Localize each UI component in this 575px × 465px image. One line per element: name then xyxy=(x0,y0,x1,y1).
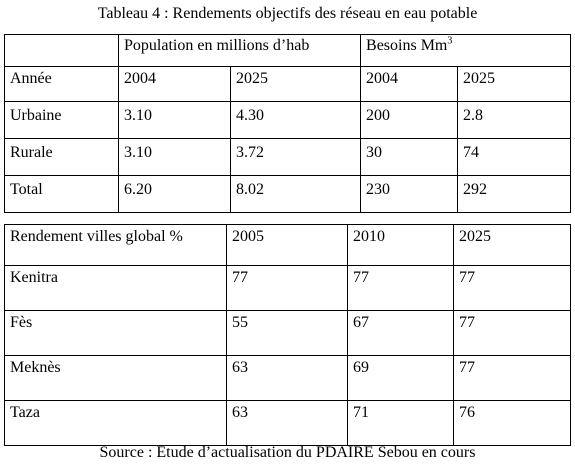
table-row: Taza 63 71 76 xyxy=(4,400,571,446)
table-cell: 3.10 xyxy=(118,138,231,176)
table-row: Urbaine 3.10 4.30 200 2.8 xyxy=(4,101,572,139)
year-cell: 2025 xyxy=(457,66,572,102)
table-cell: 3.10 xyxy=(118,101,231,139)
population-group-header: Population en millions d’hab xyxy=(117,34,362,67)
besoins-group-header: Besoins Mm3 xyxy=(360,34,572,67)
table-cell: 63 xyxy=(226,355,348,401)
year-label-cell: Année xyxy=(4,66,119,102)
table-cell: 69 xyxy=(347,355,454,401)
row-label: Urbaine xyxy=(4,101,119,139)
table-row: Kenitra 77 77 77 xyxy=(4,265,571,311)
table-cell: 77 xyxy=(453,355,571,401)
year-cell: 2010 xyxy=(347,224,454,266)
besoins-unit-exponent: 3 xyxy=(447,35,453,47)
year-cell: 2025 xyxy=(453,224,571,266)
year-cell: 2025 xyxy=(229,66,362,102)
table-row: Rurale 3.10 3.72 30 74 xyxy=(4,138,572,176)
year-cell: 2004 xyxy=(360,66,459,102)
table-header-row: Rendement villes global % 2005 2010 2025 xyxy=(4,224,571,266)
table-cell: 55 xyxy=(226,310,348,356)
table-cell: 77 xyxy=(453,310,571,356)
table-cell: 77 xyxy=(453,265,571,311)
row-label: Total xyxy=(4,175,119,213)
table-row: Fès 55 67 77 xyxy=(4,310,571,356)
table-header-row: Population en millions d’hab Besoins Mm3 xyxy=(4,34,572,67)
table-cell: 292 xyxy=(457,175,572,213)
city-efficiency-table: Rendement villes global % 2005 2010 2025… xyxy=(4,224,571,446)
row-label: Rurale xyxy=(4,138,119,176)
table-cell: 76 xyxy=(453,400,571,446)
table-cell: 77 xyxy=(347,265,454,311)
source-note: Source : Etude d’actualisation du PDAIRE… xyxy=(99,444,476,461)
table-cell: 74 xyxy=(457,138,572,176)
table-title: Tableau 4 : Rendements objectifs des rés… xyxy=(97,5,478,22)
table-cell: 30 xyxy=(360,138,459,176)
table-row: Total 6.20 8.02 230 292 xyxy=(4,175,572,213)
besoins-label: Besoins Mm xyxy=(366,37,448,54)
empty-corner-cell xyxy=(4,34,119,67)
table-cell: 200 xyxy=(360,101,459,139)
table-cell: 230 xyxy=(360,175,459,213)
table-cell: 4.30 xyxy=(229,101,362,139)
table-cell: 71 xyxy=(347,400,454,446)
year-cell: 2004 xyxy=(118,66,231,102)
table-cell: 63 xyxy=(226,400,348,446)
population-needs-table: Population en millions d’hab Besoins Mm3… xyxy=(4,34,572,213)
header-label-cell: Rendement villes global % xyxy=(4,224,227,266)
year-header-row: Année 2004 2025 2004 2025 xyxy=(4,66,572,102)
table-cell: 6.20 xyxy=(118,175,231,213)
row-label: Meknès xyxy=(4,355,227,401)
table-cell: 3.72 xyxy=(229,138,362,176)
table-cell: 2.8 xyxy=(457,101,572,139)
table-cell: 67 xyxy=(347,310,454,356)
table-cell: 77 xyxy=(226,265,348,311)
table-cell: 8.02 xyxy=(229,175,362,213)
table-row: Meknès 63 69 77 xyxy=(4,355,571,401)
row-label: Fès xyxy=(4,310,227,356)
year-cell: 2005 xyxy=(226,224,348,266)
row-label: Taza xyxy=(4,400,227,446)
row-label: Kenitra xyxy=(4,265,227,311)
